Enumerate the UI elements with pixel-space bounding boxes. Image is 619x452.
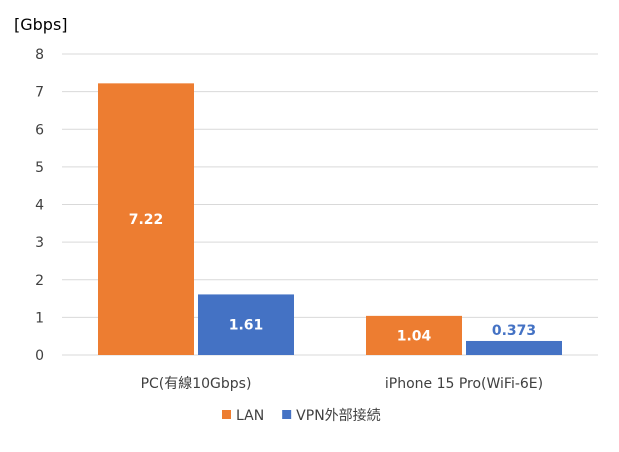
x-category-label-1: iPhone 15 Pro(WiFi-6E) bbox=[385, 376, 543, 392]
y-tick-label-4: 4 bbox=[35, 198, 44, 214]
data-label-0-0: 7.22 bbox=[129, 212, 164, 228]
y-tick-label-3: 3 bbox=[35, 235, 44, 251]
x-category-label-0: PC(有線10Gbps) bbox=[141, 376, 252, 392]
bar-0-1 bbox=[198, 294, 294, 355]
legend: LAN VPN外部接続 bbox=[222, 407, 381, 424]
y-tick-label-2: 2 bbox=[35, 273, 44, 289]
y-tick-label-1: 1 bbox=[35, 310, 44, 326]
data-label-1-0: 1.04 bbox=[397, 328, 432, 344]
y-tick-label-8: 8 bbox=[35, 47, 44, 63]
y-axis-ticks: 0 1 2 3 4 5 6 7 8 bbox=[35, 47, 44, 364]
bars bbox=[98, 83, 562, 355]
legend-swatch-1 bbox=[282, 410, 292, 419]
data-label-1-1: 0.373 bbox=[492, 323, 536, 339]
x-axis-categories: PC(有線10Gbps) iPhone 15 Pro(WiFi-6E) bbox=[141, 376, 544, 392]
data-labels: 7.22 1.61 1.04 0.373 bbox=[129, 212, 536, 344]
bar-1-1 bbox=[466, 340, 562, 355]
data-label-0-1: 1.61 bbox=[229, 318, 264, 334]
legend-label-0: LAN bbox=[236, 408, 264, 424]
bar-0-0 bbox=[98, 83, 194, 355]
y-axis-unit-label: [Gbps] bbox=[14, 15, 68, 34]
y-tick-label-5: 5 bbox=[35, 160, 44, 176]
y-tick-label-0: 0 bbox=[35, 348, 44, 364]
legend-swatch-0 bbox=[222, 410, 231, 419]
legend-label-1: VPN外部接続 bbox=[296, 407, 381, 424]
bar-1-0 bbox=[366, 315, 462, 355]
y-tick-label-7: 7 bbox=[35, 85, 44, 101]
y-tick-label-6: 6 bbox=[35, 122, 44, 138]
